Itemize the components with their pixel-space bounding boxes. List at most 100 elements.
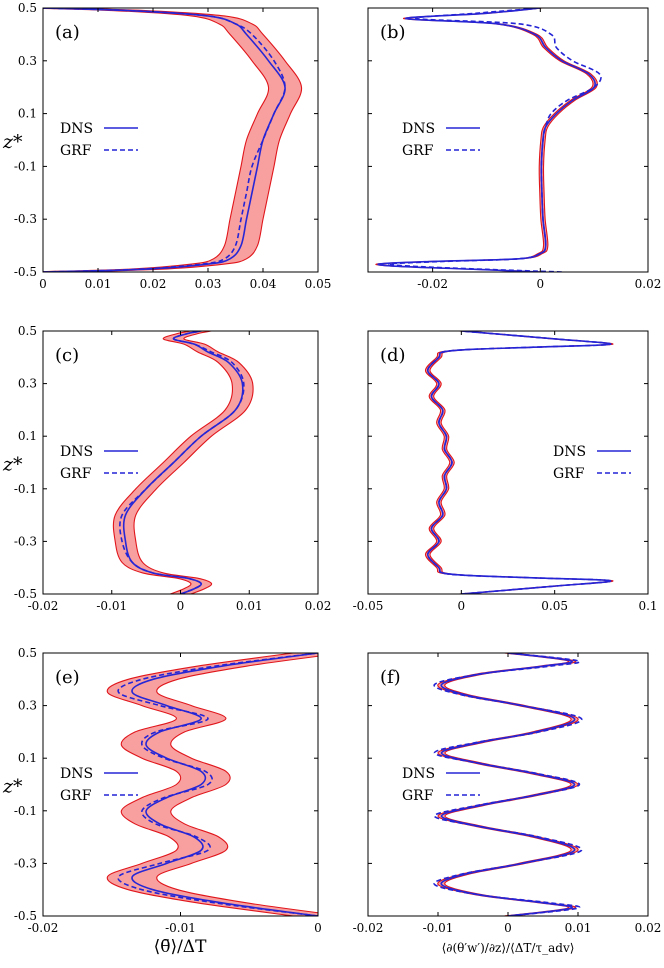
y-tick-label: 0.3 [18, 699, 37, 713]
panel-e: -0.02 -0.01 0 0.5 0.3 0.1 -0.1 -0.3 -0.5 (e) z* DNS… [2, 646, 322, 935]
x-tick-label: 0 [458, 599, 466, 613]
y-tick-label: -0.3 [14, 534, 37, 548]
y-axis-label: z* [2, 454, 23, 476]
x-tick-label: 0 [39, 277, 47, 291]
band-edge-left [437, 653, 572, 916]
x-tick-label: 0 [314, 921, 322, 935]
uncertainty-band [107, 653, 318, 916]
uncertainty-band [425, 331, 613, 594]
y-tick-label: -0.1 [14, 159, 37, 173]
legend-dns-label: DNS [402, 766, 435, 782]
y-tick-label: 0.1 [18, 751, 37, 765]
x-tick-label: 0.04 [250, 277, 277, 291]
y-tick-label: 0.5 [18, 1, 37, 15]
grf-line [388, 8, 602, 272]
plot-area [424, 331, 614, 594]
x-tick-label: 0.05 [305, 277, 332, 291]
panel-label: (a) [55, 22, 80, 43]
legend-dns-label: DNS [553, 444, 586, 460]
y-axis-label: z* [2, 131, 23, 153]
panel-label: (d) [380, 345, 406, 366]
x-tick-label: 0.02 [635, 921, 662, 935]
band-edge-left [375, 8, 594, 272]
axes-frame [367, 7, 649, 273]
x-tick-label: -0.02 [353, 921, 384, 935]
band-edge-left [106, 653, 294, 916]
panel-label: (f) [380, 667, 401, 688]
y-tick-label: 0.5 [18, 324, 37, 338]
x-axis-label-left: ⟨θ̄⟩/ΔT [154, 937, 208, 957]
grf-line [426, 331, 612, 594]
panel-f: -0.02 -0.01 0 0.01 0.02 (f) DNS GRF [353, 652, 662, 935]
x-tick-label: -0.02 [28, 921, 59, 935]
panel-b: -0.02 0 0.02 (b) DNS GRF [367, 7, 662, 291]
band-edge-right [444, 653, 579, 916]
grf-line [433, 653, 583, 916]
x-axis-label-right: ⟨∂(θ′w′)/∂z⟩/⟨ΔT/τ_adv⟩ [442, 941, 575, 955]
y-tick-label: 0.3 [18, 54, 37, 68]
uncertainty-band [43, 8, 302, 272]
panel-label: (c) [55, 345, 79, 366]
x-tick-label: 0 [177, 599, 185, 613]
y-tick-label: 0.1 [18, 429, 37, 443]
dns-line [131, 653, 318, 916]
plot-area [112, 331, 254, 594]
x-tick-label: -0.05 [353, 599, 384, 613]
band-edge-right [59, 8, 303, 272]
x-tick-label: 0.01 [85, 277, 112, 291]
plot-area [433, 653, 583, 916]
panel-d: -0.05 0 0.05 0.1 (d) DNS GRF [353, 330, 658, 613]
dns-line [440, 653, 576, 916]
band-edge-right [429, 331, 614, 594]
y-tick-label: -0.5 [14, 909, 37, 923]
band-edge-right [133, 331, 254, 594]
x-tick-label: -0.02 [28, 599, 59, 613]
x-tick-label: -0.01 [423, 921, 454, 935]
band-edge-left [112, 331, 233, 594]
band-edge-left [43, 8, 270, 272]
panel-label: (b) [380, 22, 406, 43]
axes-frame [367, 652, 649, 917]
y-tick-label: 0.1 [18, 107, 37, 121]
y-tick-label: -0.1 [14, 804, 37, 818]
axes-frame [42, 7, 319, 273]
plot-area [43, 8, 303, 272]
x-tick-label: 0.01 [236, 599, 263, 613]
legend-grf-label: GRF [402, 143, 434, 159]
band-edge-right [379, 8, 598, 272]
legend-grf-label: GRF [60, 788, 92, 804]
y-tick-label: -0.3 [14, 856, 37, 870]
y-tick-label: -0.5 [14, 265, 37, 279]
x-tick-label: -0.01 [165, 921, 196, 935]
dns-line [377, 8, 597, 272]
x-tick-label: -0.02 [417, 277, 448, 291]
dns-line [43, 8, 286, 272]
y-tick-label: -0.5 [14, 587, 37, 601]
legend-dns-label: DNS [60, 444, 93, 460]
band-edge-right [156, 655, 318, 914]
legend-dns-label: DNS [60, 121, 93, 137]
x-tick-label: 0.03 [195, 277, 222, 291]
x-tick-label: 0.05 [541, 599, 568, 613]
legend-grf-label: GRF [60, 466, 92, 482]
panel-label: (e) [55, 667, 80, 688]
y-tick-label: -0.1 [14, 482, 37, 496]
legend-grf-label: GRF [60, 143, 92, 159]
x-tick-label: 0.01 [565, 921, 592, 935]
grf-line [117, 653, 318, 916]
panel-c: -0.02 -0.01 0 0.01 0.02 0.5 0.3 0.1 -0.1 -0.3 -0.5… [2, 324, 331, 613]
y-tick-label: 0.5 [18, 646, 37, 660]
dns-line [122, 331, 244, 594]
y-axis-label: z* [2, 776, 23, 798]
x-tick-label: 0 [536, 277, 544, 291]
dns-line [426, 331, 612, 594]
panel-a: 0 0.01 0.02 0.03 0.04 0.05 0.5 0.3 0.1 -0.1 -0.3 -0… [2, 1, 331, 291]
legend-grf-label: GRF [402, 788, 434, 804]
y-tick-label: 0.3 [18, 377, 37, 391]
legend-grf-label: GRF [553, 466, 585, 482]
legend-dns-label: DNS [402, 121, 435, 137]
x-tick-label: 0.02 [635, 277, 662, 291]
x-tick-label: 0 [504, 921, 512, 935]
plot-area [375, 8, 602, 272]
